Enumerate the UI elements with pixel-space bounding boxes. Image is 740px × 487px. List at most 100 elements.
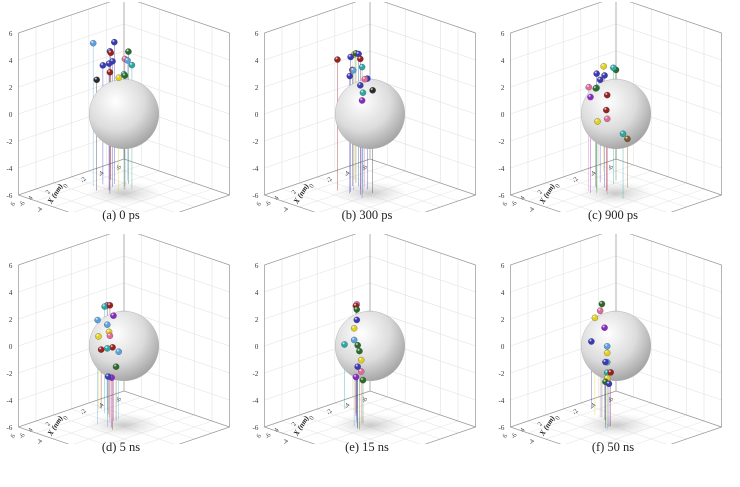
z-tick-label: -6 bbox=[499, 192, 505, 200]
particle bbox=[593, 70, 600, 77]
particle bbox=[128, 61, 136, 69]
particle bbox=[107, 49, 115, 57]
sphere-shadow bbox=[86, 413, 162, 437]
particle bbox=[334, 56, 341, 63]
particle bbox=[610, 64, 617, 72]
z-tick-label: -6 bbox=[253, 424, 259, 432]
x-tick-label: -4 bbox=[589, 169, 598, 178]
gridline bbox=[264, 23, 371, 61]
subplot-caption: (c) 900 ps bbox=[588, 208, 638, 222]
axis-edge bbox=[369, 158, 476, 196]
particle bbox=[603, 349, 611, 357]
y-tick-label: -4 bbox=[527, 205, 536, 212]
axis-edge bbox=[123, 228, 230, 266]
particle bbox=[361, 75, 368, 83]
z-tick-label: -4 bbox=[253, 397, 259, 405]
particle bbox=[594, 118, 601, 125]
particle bbox=[110, 312, 117, 319]
particle bbox=[353, 306, 361, 313]
z-tick-label: 4 bbox=[9, 57, 13, 65]
particle bbox=[358, 63, 366, 71]
particles bbox=[334, 50, 376, 104]
x-tick-label: 4 bbox=[519, 194, 527, 201]
sphere-shadow bbox=[332, 181, 408, 205]
particle bbox=[603, 115, 611, 123]
z-tick-label: -6 bbox=[7, 424, 13, 432]
particle bbox=[106, 332, 114, 340]
gridline bbox=[123, 255, 230, 293]
y-tick-label: -6 bbox=[264, 431, 273, 440]
y-tick-label: -4 bbox=[35, 205, 44, 212]
particles bbox=[94, 302, 122, 381]
particle bbox=[99, 62, 107, 69]
particle bbox=[93, 76, 100, 84]
x-tick-label: 6 bbox=[9, 432, 17, 439]
axis-edge bbox=[264, 0, 363, 34]
x-tick-label: -6 bbox=[360, 395, 369, 404]
z-tick-label: -4 bbox=[7, 397, 13, 405]
gridline bbox=[510, 23, 617, 61]
axis-edge bbox=[123, 390, 230, 428]
axis-edge bbox=[369, 228, 476, 266]
particles bbox=[341, 301, 367, 384]
particle bbox=[347, 53, 354, 61]
particle bbox=[97, 346, 105, 353]
x-tick-label: 6 bbox=[255, 200, 263, 207]
axis-edge bbox=[123, 158, 230, 196]
particle bbox=[601, 72, 608, 79]
axis-edge bbox=[510, 158, 617, 196]
particle bbox=[109, 344, 116, 351]
z-tick-label: 6 bbox=[255, 30, 259, 38]
axis-edge bbox=[18, 0, 117, 34]
x-tick-label: 0 bbox=[554, 415, 562, 422]
y-tick-label: -4 bbox=[281, 205, 290, 212]
sphere bbox=[88, 310, 159, 381]
axis-edge bbox=[18, 158, 125, 196]
x-tick-label: 6 bbox=[255, 432, 263, 439]
particle bbox=[369, 87, 376, 94]
y-tick-label: -6 bbox=[510, 199, 519, 208]
z-tick-label: 2 bbox=[501, 316, 505, 324]
z-tick-label: 0 bbox=[9, 343, 13, 351]
gridline bbox=[123, 23, 230, 61]
z-tick-label: -2 bbox=[7, 370, 13, 378]
z-tick-label: -6 bbox=[499, 424, 505, 432]
z-tick-label: 2 bbox=[9, 84, 13, 92]
x-tick-label: -6 bbox=[606, 163, 615, 172]
grid bbox=[264, 0, 476, 232]
particle bbox=[619, 130, 627, 138]
x-tick-label: -4 bbox=[97, 169, 106, 178]
sphere-shadow bbox=[578, 413, 654, 437]
particle bbox=[358, 97, 366, 104]
gridline bbox=[615, 23, 722, 61]
x-tick-label: 4 bbox=[27, 194, 35, 201]
x-tick-label: 2 bbox=[291, 421, 299, 428]
x-tick-label: -4 bbox=[589, 401, 598, 410]
particle bbox=[124, 57, 131, 64]
particles bbox=[89, 38, 136, 84]
gridline bbox=[264, 255, 371, 293]
x-tick-label: -2 bbox=[79, 408, 88, 416]
z-tick-label: -2 bbox=[7, 138, 13, 146]
particle bbox=[354, 363, 361, 370]
particle bbox=[356, 347, 363, 355]
z-tick-label: -4 bbox=[7, 165, 13, 173]
z-tick-label: 6 bbox=[501, 30, 505, 38]
particle bbox=[350, 325, 358, 332]
x-tick-label: 2 bbox=[45, 421, 53, 428]
x-tick-label: 0 bbox=[308, 183, 316, 190]
particle bbox=[359, 376, 367, 384]
x-tick-label: 2 bbox=[537, 421, 545, 428]
subplot-caption: (a) 0 ps bbox=[102, 208, 140, 222]
x-tick-label: 4 bbox=[273, 426, 281, 433]
axis-edge bbox=[510, 228, 617, 266]
particle bbox=[105, 60, 113, 67]
x-tick-label: -2 bbox=[325, 176, 334, 184]
